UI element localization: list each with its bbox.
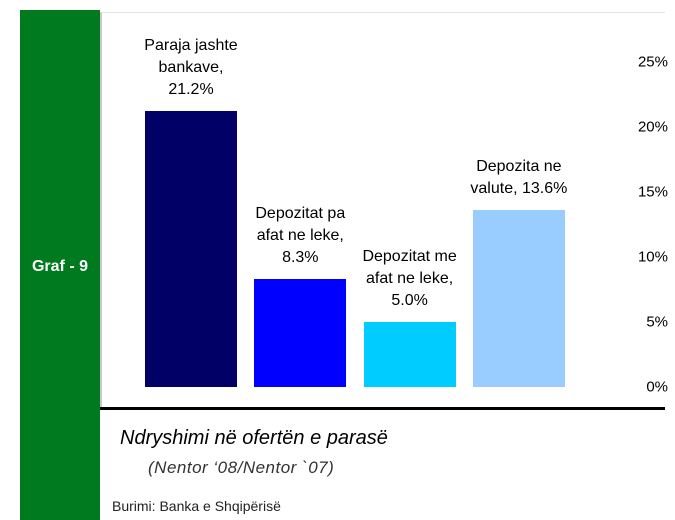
chart-title: Ndryshimi në ofertën e parasë bbox=[120, 427, 388, 449]
baseline bbox=[100, 407, 665, 410]
category-label: Depozitat pa afat ne leke, bbox=[255, 205, 346, 245]
bar bbox=[145, 111, 237, 387]
y-tick-label: 5% bbox=[646, 313, 668, 331]
side-strip bbox=[20, 10, 100, 520]
value-label: 13.6% bbox=[522, 180, 568, 198]
side-label: Graf - 9 bbox=[31, 258, 88, 275]
category-label: Depozitat me afat ne leke, bbox=[362, 248, 457, 287]
y-tick-label: 0% bbox=[646, 378, 668, 396]
bar-label: Depozitat pa afat ne leke, 8.3% bbox=[250, 203, 350, 269]
bar-label: Depozitat me afat ne leke, 5.0% bbox=[360, 246, 460, 312]
bar bbox=[363, 322, 456, 387]
bar bbox=[472, 210, 565, 387]
bar-label: Paraja jashte bankave, 21.2% bbox=[141, 35, 241, 101]
y-tick-label: 10% bbox=[637, 248, 668, 266]
y-tick-label: 25% bbox=[637, 53, 668, 71]
chart-subtitle: (Nentor ‘08/Nentor `07) bbox=[148, 458, 335, 477]
plot-area bbox=[100, 12, 665, 408]
y-tick-label: 20% bbox=[637, 118, 668, 136]
value-label: 8.3% bbox=[282, 249, 319, 267]
value-label: 21.2% bbox=[168, 81, 214, 99]
value-label: 5.0% bbox=[391, 292, 428, 309]
category-label: Depozita ne valute, bbox=[470, 158, 562, 198]
y-tick-label: 15% bbox=[637, 183, 668, 201]
bar-label: Depozita ne valute, 13.6% bbox=[469, 156, 569, 200]
source: Burimi: Banka e Shqipërisë bbox=[112, 498, 281, 514]
category-label: Paraja jashte bankave, bbox=[144, 37, 238, 77]
bar bbox=[254, 279, 347, 387]
